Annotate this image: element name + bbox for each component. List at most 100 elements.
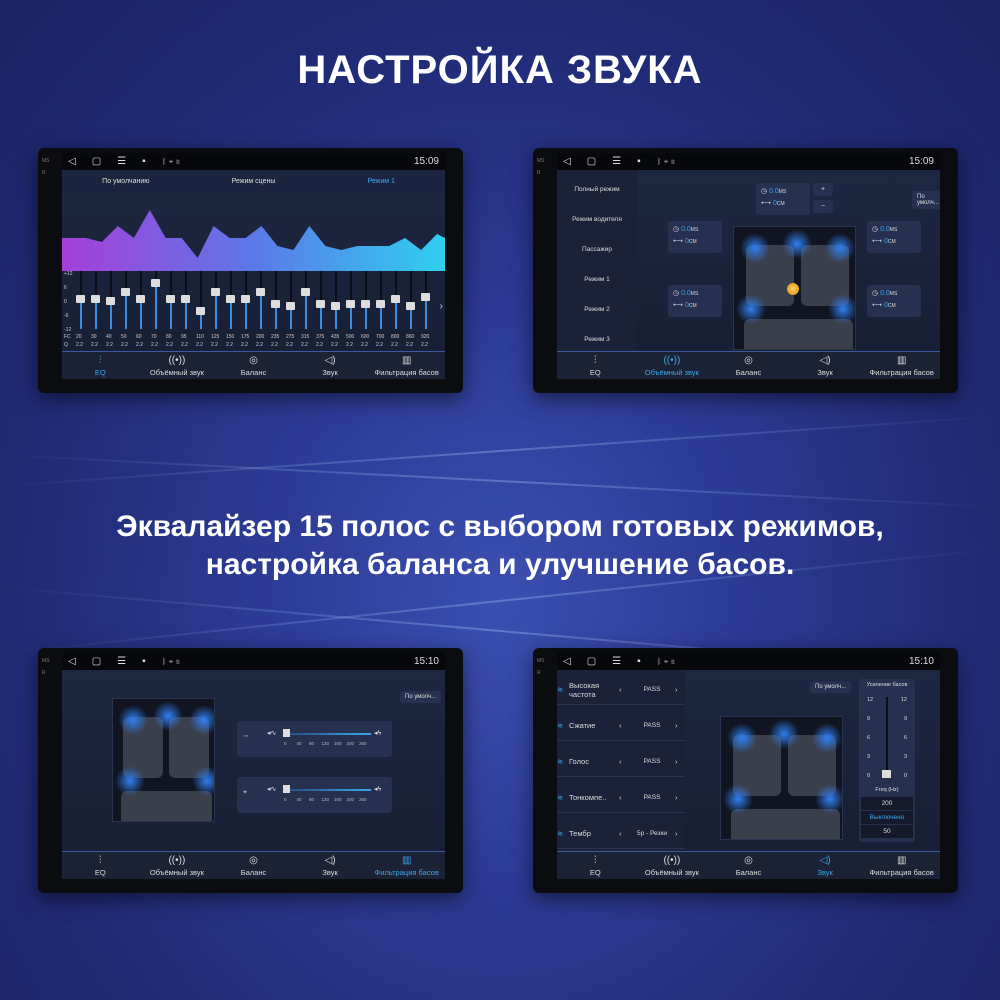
eq-slider-knob[interactable]: [391, 295, 400, 303]
plus-button[interactable]: +: [813, 183, 833, 196]
next-chevron-icon[interactable]: ›: [675, 829, 678, 838]
bass-slider-track[interactable]: [285, 789, 371, 791]
nav-tab-1[interactable]: ((•)) Объёмный звук: [634, 352, 711, 379]
nav-tab-4[interactable]: ▥ Фильтрация басов: [863, 852, 940, 879]
mode-item[interactable]: Режим водителя: [572, 216, 622, 223]
back-icon[interactable]: ◁: [563, 656, 571, 667]
bass-boost-knob[interactable]: [882, 770, 891, 778]
eq-slider-knob[interactable]: [166, 295, 175, 303]
recent-icon[interactable]: ▪: [637, 656, 641, 667]
delay-control[interactable]: ◷ 0.0MS ⟷ 0CM: [668, 285, 722, 317]
mode-item[interactable]: Режим 1: [584, 276, 610, 283]
next-chevron-icon[interactable]: ›: [675, 757, 678, 766]
delay-control[interactable]: ◷ 0.0MS ⟷ 0CM: [867, 221, 921, 253]
nav-tab-4[interactable]: ▥ Фильтрация басов: [368, 852, 445, 879]
eq-slider-knob[interactable]: [76, 295, 85, 303]
nav-tab-2[interactable]: ◎ Баланс: [215, 852, 292, 879]
back-icon[interactable]: ◁: [563, 156, 571, 167]
eq-slider-knob[interactable]: [181, 295, 190, 303]
nav-tab-0[interactable]: ⫶ EQ: [557, 852, 634, 879]
default-button[interactable]: По умолч...: [810, 681, 852, 693]
nav-tab-0[interactable]: ⫶ EQ: [557, 352, 634, 379]
nav-tab-1[interactable]: ((•)) Объёмный звук: [139, 352, 216, 379]
eq-slider-knob[interactable]: [376, 299, 385, 308]
next-chevron-icon[interactable]: ›: [675, 685, 678, 694]
prev-chevron-icon[interactable]: ‹: [619, 829, 622, 838]
nav-tab-1[interactable]: ((•)) Объёмный звук: [139, 852, 216, 879]
default-button[interactable]: По умолч...: [912, 191, 940, 209]
nav-tab-3[interactable]: ◁) Звук: [787, 352, 864, 379]
nav-tab-2[interactable]: ◎ Баланс: [215, 352, 292, 379]
eq-slider-knob[interactable]: [286, 301, 295, 310]
home-icon[interactable]: ▢: [91, 656, 102, 667]
eq-slider-knob[interactable]: [196, 306, 205, 315]
nav-tab-4[interactable]: ▥ Фильтрация басов: [368, 352, 445, 379]
home-icon[interactable]: ▢: [91, 156, 102, 167]
freq-option[interactable]: Выключено: [861, 811, 913, 824]
eq-slider-knob[interactable]: [271, 299, 280, 308]
home-icon[interactable]: ▢: [586, 156, 597, 167]
nav-tab-4[interactable]: ▥ Фильтрация басов: [863, 352, 940, 379]
delay-control[interactable]: ◷ 0.0MS ⟷ 0CM: [867, 285, 921, 317]
next-chevron-icon[interactable]: ›: [675, 793, 678, 802]
eq-slider-knob[interactable]: [211, 288, 220, 297]
mode-item[interactable]: Пассажир: [582, 246, 612, 253]
mode-item[interactable]: Режим 3: [584, 336, 610, 343]
nav-tab-2[interactable]: ◎ Баланс: [710, 852, 787, 879]
prev-chevron-icon[interactable]: ‹: [619, 685, 622, 694]
eq-slider-knob[interactable]: [226, 295, 235, 303]
eq-slider-knob[interactable]: [301, 288, 310, 297]
mode-item[interactable]: Режим 2: [584, 306, 610, 313]
home-icon[interactable]: ▢: [586, 656, 597, 667]
menu-icon[interactable]: ☰: [117, 156, 127, 167]
eq-slider-knob[interactable]: [106, 297, 115, 306]
recent-icon[interactable]: ▪: [637, 156, 641, 167]
prev-chevron-icon[interactable]: ‹: [619, 793, 622, 802]
next-chevron-icon[interactable]: ›: [675, 721, 678, 730]
freq-option[interactable]: 200: [861, 797, 913, 810]
eq-slider-knob[interactable]: [346, 299, 355, 308]
back-icon[interactable]: ◁: [68, 656, 76, 667]
freq-option[interactable]: 50: [861, 825, 913, 838]
preset-tab[interactable]: Режим 1: [367, 178, 395, 185]
eq-slider-knob[interactable]: [316, 299, 325, 308]
prev-chevron-icon[interactable]: ‹: [619, 721, 622, 730]
nav-tab-1[interactable]: ((•)) Объёмный звук: [634, 852, 711, 879]
eq-slider-knob[interactable]: [361, 299, 370, 308]
nav-tab-3[interactable]: ◁) Звук: [292, 352, 369, 379]
delay-control[interactable]: ◷ 0.0MS ⟷ 0CM: [756, 183, 810, 215]
nav-tab-0[interactable]: ⫶ EQ: [62, 352, 139, 379]
preset-tab[interactable]: По умолчанию: [102, 178, 150, 185]
bass-slider-knob[interactable]: [283, 729, 290, 737]
bass-boost-track[interactable]: [886, 697, 888, 775]
default-button[interactable]: По умолч...: [400, 691, 442, 703]
menu-icon[interactable]: ☰: [612, 156, 622, 167]
listener-position-dot[interactable]: [787, 283, 799, 295]
preset-tab[interactable]: Режим сцены: [231, 178, 276, 185]
menu-icon[interactable]: ☰: [117, 656, 127, 667]
eq-slider-knob[interactable]: [421, 292, 430, 301]
mode-item[interactable]: Полный режим: [574, 186, 620, 193]
eq-slider-knob[interactable]: [136, 295, 145, 303]
next-page-chevron-icon[interactable]: ›: [439, 301, 443, 312]
nav-tab-0[interactable]: ⫶ EQ: [62, 852, 139, 879]
recent-icon[interactable]: ▪: [142, 656, 146, 667]
eq-slider-knob[interactable]: [256, 288, 265, 297]
eq-slider-knob[interactable]: [151, 278, 160, 287]
recent-icon[interactable]: ▪: [142, 156, 146, 167]
nav-tab-2[interactable]: ◎ Баланс: [710, 352, 787, 379]
delay-control[interactable]: ◷ 0.0MS ⟷ 0CM: [668, 221, 722, 253]
back-icon[interactable]: ◁: [68, 156, 76, 167]
prev-chevron-icon[interactable]: ‹: [619, 757, 622, 766]
eq-slider-knob[interactable]: [241, 295, 250, 303]
eq-slider-knob[interactable]: [91, 295, 100, 303]
eq-slider-knob[interactable]: [406, 301, 415, 310]
eq-slider-knob[interactable]: [121, 288, 130, 297]
nav-tab-3[interactable]: ◁) Звук: [787, 852, 864, 879]
nav-tab-3[interactable]: ◁) Звук: [292, 852, 369, 879]
bass-slider-knob[interactable]: [283, 785, 290, 793]
menu-icon[interactable]: ☰: [612, 656, 622, 667]
eq-slider-knob[interactable]: [331, 301, 340, 310]
bass-slider-track[interactable]: [285, 733, 371, 735]
minus-button[interactable]: −: [813, 200, 833, 213]
